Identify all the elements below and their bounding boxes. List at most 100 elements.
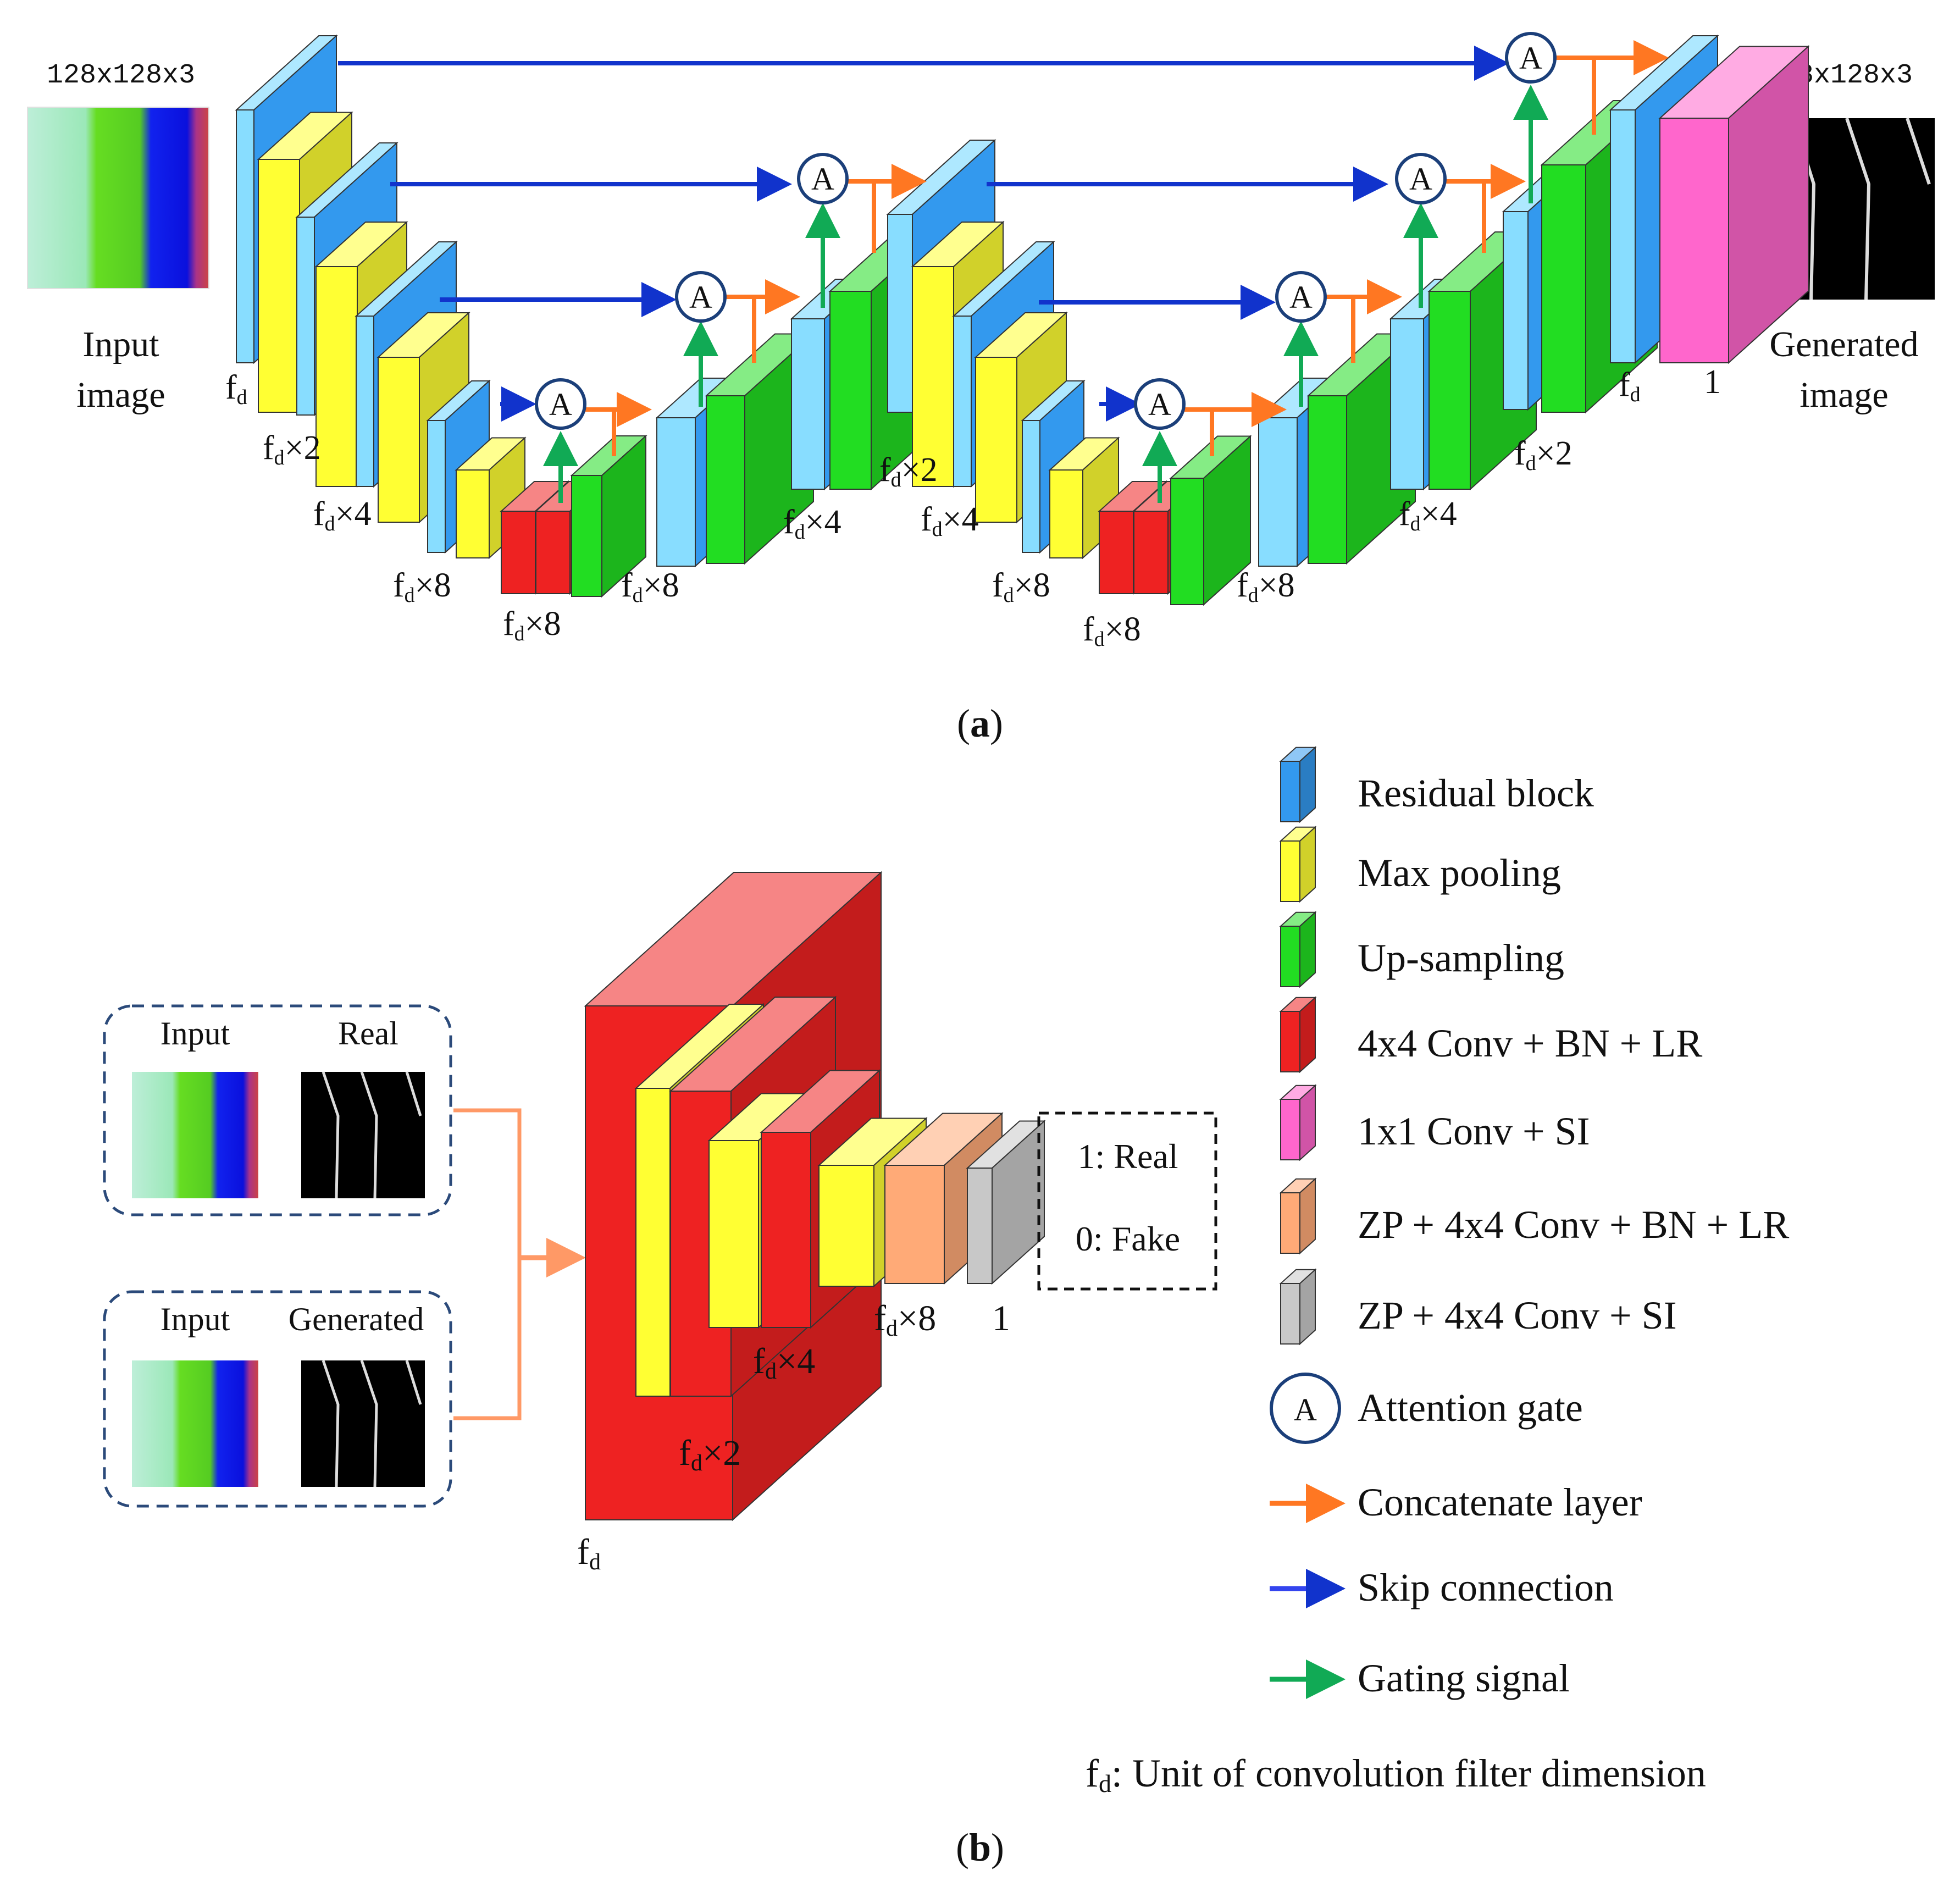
legend-swatch-2 (1279, 911, 1317, 988)
label-disc-fdx2: fd×2 (679, 1433, 741, 1476)
maxpool-enc1-l4 (455, 436, 527, 560)
upsample-dec2-l4 (1169, 435, 1252, 606)
legend-label-6: ZP + 4x4 Conv + SI (1358, 1293, 1677, 1337)
legend-swatch-4 (1279, 1084, 1317, 1161)
label-fd-enc1: fd (225, 369, 247, 409)
output-real-label: 1: Real (1077, 1137, 1178, 1176)
input-caption-line1: Input (82, 324, 159, 364)
discriminator-input-merge (453, 1108, 586, 1420)
label-fdx8-bottleneck1: fd×8 (503, 605, 561, 645)
label-disc-fdx8: fd×8 (874, 1298, 936, 1341)
panel-b-caption: (b) (956, 1825, 1004, 1869)
discriminator-block-labels: fd fd×2 fd×4 fd×8 1 (577, 1298, 1010, 1575)
legend-swatch-0 (1279, 746, 1317, 823)
attention-gate-top: A (1505, 32, 1557, 84)
legend-gating-label: Gating signal (1358, 1656, 1570, 1700)
legend: Residual block Max pooling Up-sampling 4x4 … (1270, 746, 1789, 1700)
pair2-generated-thumbnail (301, 1360, 425, 1487)
legend-swatch-3 (1279, 996, 1317, 1074)
label-disc-fdx4: fd×4 (753, 1341, 815, 1384)
gate-letter: A (811, 161, 834, 197)
attention-gate-u2-l2: A (1395, 153, 1447, 204)
legend-label-5: ZP + 4x4 Conv + BN + LR (1358, 1203, 1789, 1247)
generator-blocks (235, 34, 1810, 606)
pair2-input-thumbnail (132, 1360, 258, 1487)
gate-letter: A (689, 279, 712, 315)
legend-item-6: ZP + 4x4 Conv + SI (1279, 1268, 1677, 1346)
generator-arrows (338, 40, 1669, 503)
legend-item-5: ZP + 4x4 Conv + BN + LR (1279, 1177, 1789, 1255)
generator-block-labels: fd fd×2 fd×4 fd×8 fd×8 fd×8 fd×4 fd×2 fd×4 fd×8 fd… (225, 363, 1721, 651)
legend-item-1: Max pooling (1279, 826, 1561, 903)
legend-label-1: Max pooling (1358, 851, 1561, 895)
legend-label-4: 1x1 Conv + SI (1358, 1109, 1590, 1153)
attention-gate-u1-l2: A (797, 153, 849, 204)
legend-swatch-6 (1279, 1268, 1317, 1346)
attention-gates: A A A A A A A (535, 32, 1557, 430)
gate-letter: A (1148, 386, 1171, 422)
legend-label-2: Up-sampling (1358, 936, 1564, 980)
pair1-input-label: Input (160, 1015, 230, 1052)
pair2-generated-label: Generated (289, 1301, 424, 1337)
legend-concat-arrow: Concatenate layer (1270, 1480, 1642, 1524)
label-fdx2-enc1: fd×2 (263, 429, 321, 469)
label-disc-one: 1 (992, 1298, 1010, 1338)
label-disc-fd: fd (577, 1532, 601, 1575)
attention-gate-u2-l3: A (1275, 271, 1327, 323)
legend-item-3: 4x4 Conv + BN + LR (1279, 996, 1702, 1074)
label-fdx2-dec1: fd×2 (879, 451, 938, 491)
pair1-real-label: Real (338, 1015, 398, 1052)
legend-label-3: 4x4 Conv + BN + LR (1358, 1021, 1702, 1065)
pair1-input-thumbnail (132, 1072, 258, 1198)
legend-item-2: Up-sampling (1279, 911, 1564, 988)
label-fdx8-bottleneck2: fd×8 (1083, 611, 1141, 651)
legend-gate-label: Attention gate (1358, 1386, 1583, 1430)
real-pair-box (103, 1004, 452, 1216)
input-caption-line2: image (76, 375, 165, 415)
legend-label-0: Residual block (1358, 771, 1594, 815)
legend-concat-label: Concatenate layer (1358, 1480, 1642, 1524)
disc-zpconv-si-out (966, 1120, 1046, 1285)
legend-swatch-5 (1279, 1177, 1317, 1255)
gate-letter: A (1289, 279, 1313, 315)
attention-gate-u2-l4: A (1134, 378, 1186, 430)
upsample-dec1-l3 (705, 333, 815, 565)
label-fd-out: fd (1619, 366, 1641, 406)
discriminator-output-box (1037, 1111, 1217, 1291)
input-dims-label: 128x128x3 (47, 60, 195, 91)
legend-gate-letter: A (1294, 1392, 1317, 1428)
generated-pair-box (103, 1290, 452, 1508)
pair1-real-thumbnail (301, 1071, 425, 1199)
legend-footnote: fd: Unit of convolution filter dimension (1086, 1751, 1706, 1797)
label-fdx4-dec2: fd×4 (1399, 495, 1457, 535)
input-image-thumbnail (27, 107, 209, 289)
discriminator-blocks (584, 871, 1046, 1522)
legend-skip-arrow: Skip connection (1270, 1565, 1614, 1609)
label-fdx4-dec1: fd×4 (783, 504, 841, 544)
label-fdx8-dec2: fd×8 (1237, 567, 1295, 607)
legend-skip-label: Skip connection (1358, 1565, 1614, 1609)
label-fdx8-dec1: fd×8 (621, 567, 679, 607)
label-fdx8-enc1: fd×8 (393, 567, 451, 607)
label-fdx2-dec2: fd×2 (1514, 435, 1573, 475)
output-caption-line2: image (1800, 375, 1888, 415)
legend-item-0: Residual block (1279, 746, 1594, 823)
label-fdx4-enc2: fd×4 (921, 501, 979, 541)
panel-a-caption: (a) (957, 701, 1003, 745)
attention-gate-u1-l3: A (675, 271, 727, 323)
output-fake-label: 0: Fake (1076, 1219, 1180, 1258)
output-caption-line1: Generated (1769, 324, 1918, 364)
upsample-dec1-l4 (570, 434, 647, 598)
label-one-out: 1 (1704, 363, 1721, 401)
legend-item-4: 1x1 Conv + SI (1279, 1084, 1590, 1161)
conv1x1-output (1658, 45, 1810, 364)
legend-swatch-1 (1279, 826, 1317, 903)
gate-letter: A (1519, 40, 1542, 76)
pair2-input-label: Input (160, 1301, 230, 1337)
label-fdx8-enc2: fd×8 (992, 567, 1050, 607)
gate-letter: A (1409, 161, 1432, 197)
attention-gate-u1-l4: A (535, 378, 586, 430)
legend-attention-gate: A Attention gate (1270, 1373, 1583, 1444)
label-fdx4-enc1: fd×4 (313, 495, 372, 535)
gate-letter: A (549, 386, 572, 422)
